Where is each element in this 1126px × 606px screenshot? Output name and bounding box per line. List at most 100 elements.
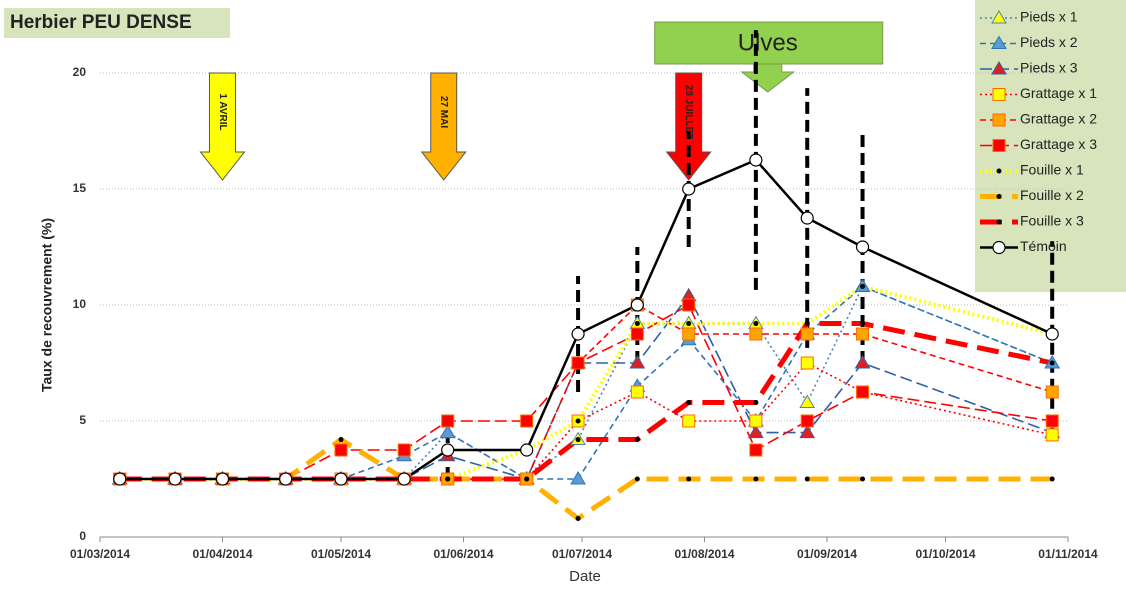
marker bbox=[575, 515, 581, 521]
marker bbox=[682, 414, 696, 428]
marker bbox=[682, 182, 696, 196]
marker bbox=[800, 327, 814, 341]
annotation-label: 28 JUILLET bbox=[683, 85, 694, 139]
marker bbox=[856, 327, 870, 341]
marker bbox=[441, 414, 455, 428]
marker bbox=[854, 355, 871, 369]
marker bbox=[575, 418, 581, 424]
marker bbox=[753, 476, 759, 482]
legend-label: Pieds x 3 bbox=[1020, 60, 1078, 76]
marker bbox=[800, 356, 814, 370]
annotation-label: 27 MAI bbox=[438, 96, 449, 128]
marker bbox=[629, 355, 646, 369]
marker bbox=[800, 414, 814, 428]
legend-label: Grattage x 3 bbox=[1020, 136, 1097, 152]
marker bbox=[800, 211, 814, 225]
marker bbox=[334, 443, 348, 457]
x-tick-label: 01/06/2014 bbox=[433, 547, 493, 561]
marker bbox=[686, 476, 692, 482]
marker bbox=[397, 472, 411, 486]
marker bbox=[749, 443, 763, 457]
callout-label: Ulves bbox=[738, 29, 798, 56]
marker bbox=[215, 472, 230, 486]
legend-label: Grattage x 1 bbox=[1020, 85, 1097, 101]
legend-label: Fouille x 3 bbox=[1020, 213, 1084, 229]
marker bbox=[1045, 414, 1059, 428]
marker bbox=[799, 424, 816, 439]
marker bbox=[686, 321, 692, 327]
marker bbox=[749, 414, 763, 428]
marker bbox=[996, 194, 1002, 199]
legend-label: Fouille x 1 bbox=[1020, 162, 1084, 178]
marker bbox=[804, 321, 810, 327]
marker bbox=[992, 139, 1006, 152]
title-box bbox=[4, 8, 230, 38]
x-tick-label: 01/08/2014 bbox=[674, 547, 734, 561]
marker bbox=[860, 321, 866, 327]
marker bbox=[279, 472, 293, 486]
marker bbox=[397, 443, 411, 457]
marker bbox=[799, 394, 816, 408]
marker bbox=[749, 327, 763, 341]
marker bbox=[996, 219, 1002, 225]
x-tick-label: 01/05/2014 bbox=[311, 547, 371, 561]
marker bbox=[570, 471, 586, 485]
annotation-arrow bbox=[199, 72, 246, 181]
marker bbox=[992, 88, 1006, 101]
marker bbox=[860, 283, 866, 289]
marker bbox=[686, 399, 692, 405]
marker bbox=[1045, 385, 1059, 399]
marker bbox=[1049, 476, 1055, 482]
marker bbox=[992, 113, 1006, 127]
marker bbox=[856, 385, 870, 399]
marker bbox=[991, 35, 1007, 49]
y-tick-label: 5 bbox=[79, 413, 86, 427]
x-tick-label: 01/04/2014 bbox=[192, 547, 252, 561]
marker bbox=[804, 476, 810, 482]
x-tick-label: 01/10/2014 bbox=[915, 547, 975, 561]
legend-label: Pieds x 2 bbox=[1020, 34, 1078, 50]
marker bbox=[749, 153, 763, 167]
y-tick-label: 20 bbox=[73, 65, 87, 79]
marker bbox=[524, 476, 530, 482]
marker bbox=[168, 472, 182, 486]
marker bbox=[860, 476, 866, 482]
x-tick-label: 01/03/2014 bbox=[70, 547, 130, 561]
marker bbox=[992, 240, 1006, 255]
marker bbox=[991, 10, 1007, 24]
x-tick-label: 01/11/2014 bbox=[1038, 547, 1098, 561]
marker bbox=[753, 321, 759, 327]
series-line bbox=[119, 285, 1053, 480]
marker bbox=[441, 443, 455, 457]
marker bbox=[520, 414, 534, 428]
marker bbox=[113, 472, 127, 486]
marker bbox=[445, 476, 451, 482]
annotation-label: 1 AVRIL bbox=[217, 93, 228, 130]
legend-label: Grattage x 2 bbox=[1020, 111, 1097, 127]
marker bbox=[520, 443, 534, 457]
y-axis-label: Taux de recouvrement (%) bbox=[39, 218, 55, 392]
series-line bbox=[119, 321, 1053, 482]
legend-label: Témoin bbox=[1020, 238, 1067, 254]
x-axis-label: Date bbox=[569, 568, 601, 585]
marker bbox=[634, 321, 640, 327]
marker bbox=[334, 472, 348, 486]
marker bbox=[1049, 360, 1055, 366]
marker bbox=[1045, 327, 1059, 341]
y-tick-label: 10 bbox=[73, 297, 87, 311]
marker bbox=[571, 327, 585, 341]
marker bbox=[682, 327, 696, 341]
marker bbox=[1045, 428, 1059, 442]
callout-box bbox=[654, 21, 884, 65]
marker bbox=[571, 356, 585, 370]
marker bbox=[630, 298, 644, 312]
marker bbox=[439, 424, 456, 439]
marker bbox=[991, 61, 1007, 75]
legend-label: Pieds x 1 bbox=[1020, 9, 1078, 25]
marker bbox=[855, 240, 870, 254]
marker bbox=[338, 437, 344, 443]
x-tick-label: 01/07/2014 bbox=[552, 547, 612, 561]
marker bbox=[630, 327, 644, 341]
marker bbox=[747, 424, 764, 439]
